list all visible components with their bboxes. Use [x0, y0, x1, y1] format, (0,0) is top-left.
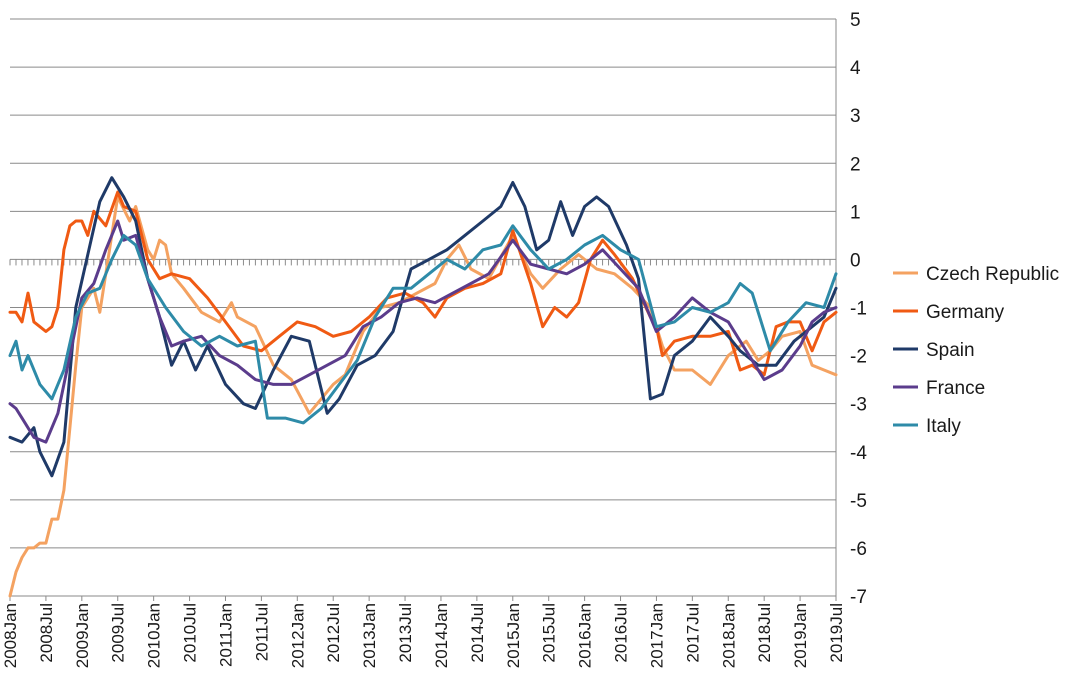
y-tick-label: -5 [850, 491, 867, 512]
gridlines [10, 18, 836, 597]
x-tick-label: 2015Jul [540, 603, 559, 663]
x-tick-label: 2011Jul [252, 603, 271, 661]
y-tick-label: -3 [850, 395, 867, 416]
x-tick-label: 2010Jul [181, 603, 200, 663]
x-tick-label: 2019Jan [791, 603, 810, 668]
x-tick-label: 2017Jan [647, 603, 666, 668]
x-tick-label: 2013Jul [396, 603, 415, 663]
legend-label-czech-republic: Czech Republic [926, 264, 1059, 285]
series-line-czech-republic [8, 195, 838, 598]
y-tick-label: -4 [850, 443, 867, 464]
x-tick-label: 2012Jan [288, 603, 307, 668]
y-tick-label: 2 [850, 154, 861, 175]
legend-label-germany: Germany [926, 302, 1005, 323]
x-tick-label: 2016Jan [576, 603, 595, 668]
x-tick-label: 2008Jan [1, 603, 20, 668]
x-tick-label: 2010Jan [145, 603, 164, 668]
legend: Czech Republic Germany Spain France Italy [893, 264, 1059, 437]
legend-label-italy: Italy [926, 416, 961, 437]
y-tick-label: 5 [850, 10, 861, 31]
y-tick-label: -7 [850, 587, 867, 608]
x-tick-label: 2015Jan [504, 603, 523, 668]
y-axis: 5 4 3 2 1 0 -1 -2 -3 -4 -5 -6 -7 [835, 10, 867, 608]
legend-label-france: France [926, 378, 985, 399]
x-tick-label: 2019Jul [827, 603, 846, 663]
x-tick-label: 2009Jan [73, 603, 92, 668]
series-line-spain [8, 176, 838, 478]
x-tick-label: 2013Jan [360, 603, 379, 668]
x-tick-label: 2018Jul [755, 603, 774, 663]
y-tick-label: 3 [850, 106, 861, 127]
y-tick-label: 0 [850, 250, 861, 271]
x-tick-label: 2008Jul [37, 603, 56, 663]
y-tick-label: -2 [850, 347, 867, 368]
y-tick-label: -1 [850, 299, 867, 320]
y-tick-label: 1 [850, 202, 861, 223]
series-line-france [8, 219, 838, 444]
x-tick-label: 2014Jul [468, 603, 487, 663]
y-tick-label: -6 [850, 539, 867, 560]
x-tick-label: 2009Jul [109, 603, 128, 663]
legend-label-spain: Spain [926, 340, 975, 361]
x-tick-label: 2018Jan [719, 603, 738, 668]
x-axis: 2008Jan 2008Jul 2009Jan 2009Jul 2010Jan 2010J… [1, 259, 846, 668]
series-lines [8, 176, 838, 598]
y-tick-label: 4 [850, 58, 861, 79]
series-line-italy [8, 224, 838, 425]
x-tick-label: 2016Jul [612, 603, 631, 663]
x-tick-label: 2012Jul [324, 603, 343, 663]
x-tick-label: 2017Jul [683, 603, 702, 663]
x-tick-label: 2014Jan [432, 603, 451, 668]
x-tick-label: 2011Jan [216, 603, 235, 667]
